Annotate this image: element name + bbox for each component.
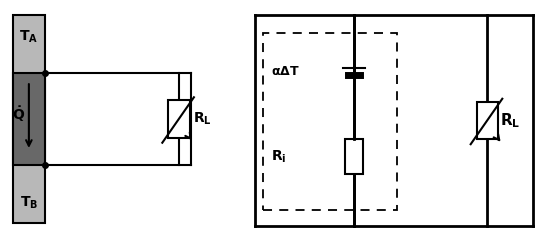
Text: $\mathbf{R_i}$: $\mathbf{R_i}$ <box>271 148 287 165</box>
Bar <box>13 15 45 223</box>
Text: $\mathbf{R_L}$: $\mathbf{R_L}$ <box>193 111 212 127</box>
Text: $\mathbf{\dot{Q}}$: $\mathbf{\dot{Q}}$ <box>13 104 26 124</box>
Text: $\mathbf{T_B}$: $\mathbf{T_B}$ <box>20 195 38 211</box>
Text: $\mathbf{R_L}$: $\mathbf{R_L}$ <box>500 111 521 130</box>
Bar <box>345 139 363 174</box>
Text: $\mathbf{T_A}$: $\mathbf{T_A}$ <box>19 29 38 45</box>
Text: $\mathbf{\alpha\Delta T}$: $\mathbf{\alpha\Delta T}$ <box>271 65 300 78</box>
Bar <box>168 100 190 138</box>
Bar <box>13 73 45 165</box>
Bar <box>477 102 498 139</box>
Bar <box>263 33 396 210</box>
